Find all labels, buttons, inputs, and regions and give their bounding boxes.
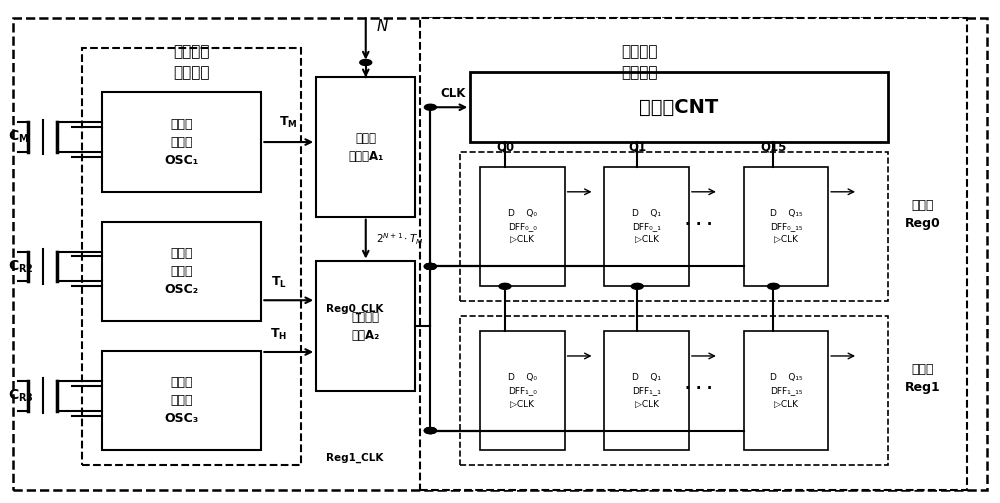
Text: 传感器
振荡器
OSC₁: 传感器 振荡器 OSC₁ [165, 118, 199, 166]
Text: · · ·: · · · [685, 381, 713, 396]
Text: $\mathbf{C_{R3}}$: $\mathbf{C_{R3}}$ [8, 387, 34, 404]
Text: D    Q₁
DFF₀_₁
▷CLK: D Q₁ DFF₀_₁ ▷CLK [632, 209, 661, 244]
Text: 逻辑控制
模块A₂: 逻辑控制 模块A₂ [352, 311, 380, 342]
Text: D    Q₀
DFF₀_₀
▷CLK: D Q₀ DFF₀_₀ ▷CLK [508, 209, 537, 244]
FancyBboxPatch shape [102, 93, 261, 192]
Text: Q1: Q1 [628, 140, 646, 153]
FancyBboxPatch shape [470, 72, 888, 142]
Text: $\mathbf{C_M}$: $\mathbf{C_M}$ [8, 129, 29, 145]
Text: CLK: CLK [440, 87, 466, 100]
FancyBboxPatch shape [744, 331, 828, 451]
Text: $\mathbf{C_{R2}}$: $\mathbf{C_{R2}}$ [8, 258, 33, 275]
Text: 电容时间
转换电路: 电容时间 转换电路 [173, 44, 210, 80]
Text: Q0: Q0 [496, 140, 514, 153]
FancyBboxPatch shape [744, 167, 828, 286]
Text: 寄存器
Reg0: 寄存器 Reg0 [905, 199, 941, 230]
Circle shape [424, 428, 436, 434]
Text: $\mathbf{T_L}$: $\mathbf{T_L}$ [271, 275, 287, 290]
Text: 计数器CNT: 计数器CNT [639, 98, 719, 117]
Text: · · ·: · · · [685, 217, 713, 232]
Text: 时间数字
转换电路: 时间数字 转换电路 [621, 44, 657, 80]
Circle shape [768, 283, 779, 289]
Text: 寄存器
Reg1: 寄存器 Reg1 [905, 363, 941, 394]
FancyBboxPatch shape [480, 167, 565, 286]
FancyBboxPatch shape [604, 331, 689, 451]
Text: D    Q₁₅
DFF₀_₁₅
▷CLK: D Q₁₅ DFF₀_₁₅ ▷CLK [770, 209, 802, 244]
Circle shape [424, 104, 436, 110]
FancyBboxPatch shape [460, 152, 888, 301]
Text: $\mathbf{T_H}$: $\mathbf{T_H}$ [270, 327, 287, 342]
Circle shape [424, 264, 436, 270]
Circle shape [424, 264, 436, 270]
Text: $2^{N+1}\cdot T_M$: $2^{N+1}\cdot T_M$ [376, 231, 423, 247]
FancyBboxPatch shape [604, 167, 689, 286]
FancyBboxPatch shape [102, 222, 261, 321]
Text: D    Q₁
DFF₁_₁
▷CLK: D Q₁ DFF₁_₁ ▷CLK [632, 373, 661, 408]
FancyBboxPatch shape [316, 262, 415, 391]
FancyBboxPatch shape [13, 18, 987, 490]
Text: D    Q₁₅
DFF₁_₁₅
▷CLK: D Q₁₅ DFF₁_₁₅ ▷CLK [770, 373, 802, 408]
FancyBboxPatch shape [316, 77, 415, 217]
Text: Q15: Q15 [760, 140, 787, 153]
Text: Reg1_CLK: Reg1_CLK [326, 453, 383, 463]
Text: D    Q₀
DFF₁_₀
▷CLK: D Q₀ DFF₁_₀ ▷CLK [508, 373, 537, 408]
Text: Reg0_CLK: Reg0_CLK [326, 304, 383, 314]
Circle shape [360, 59, 372, 65]
Text: $N$: $N$ [376, 18, 389, 34]
Circle shape [424, 428, 436, 434]
Circle shape [424, 428, 436, 434]
FancyBboxPatch shape [480, 331, 565, 451]
FancyBboxPatch shape [102, 351, 261, 451]
Text: $\mathbf{T_M}$: $\mathbf{T_M}$ [279, 115, 298, 130]
FancyBboxPatch shape [82, 48, 301, 465]
Circle shape [424, 264, 436, 270]
Circle shape [499, 283, 511, 289]
Text: 高精度
振荡器
OSC₃: 高精度 振荡器 OSC₃ [165, 376, 199, 425]
Text: 可编程
分频器A₁: 可编程 分频器A₁ [348, 132, 383, 162]
FancyBboxPatch shape [460, 316, 888, 465]
FancyBboxPatch shape [420, 18, 967, 490]
Circle shape [631, 283, 643, 289]
Text: 低精度
振荡器
OSC₂: 低精度 振荡器 OSC₂ [165, 247, 199, 296]
